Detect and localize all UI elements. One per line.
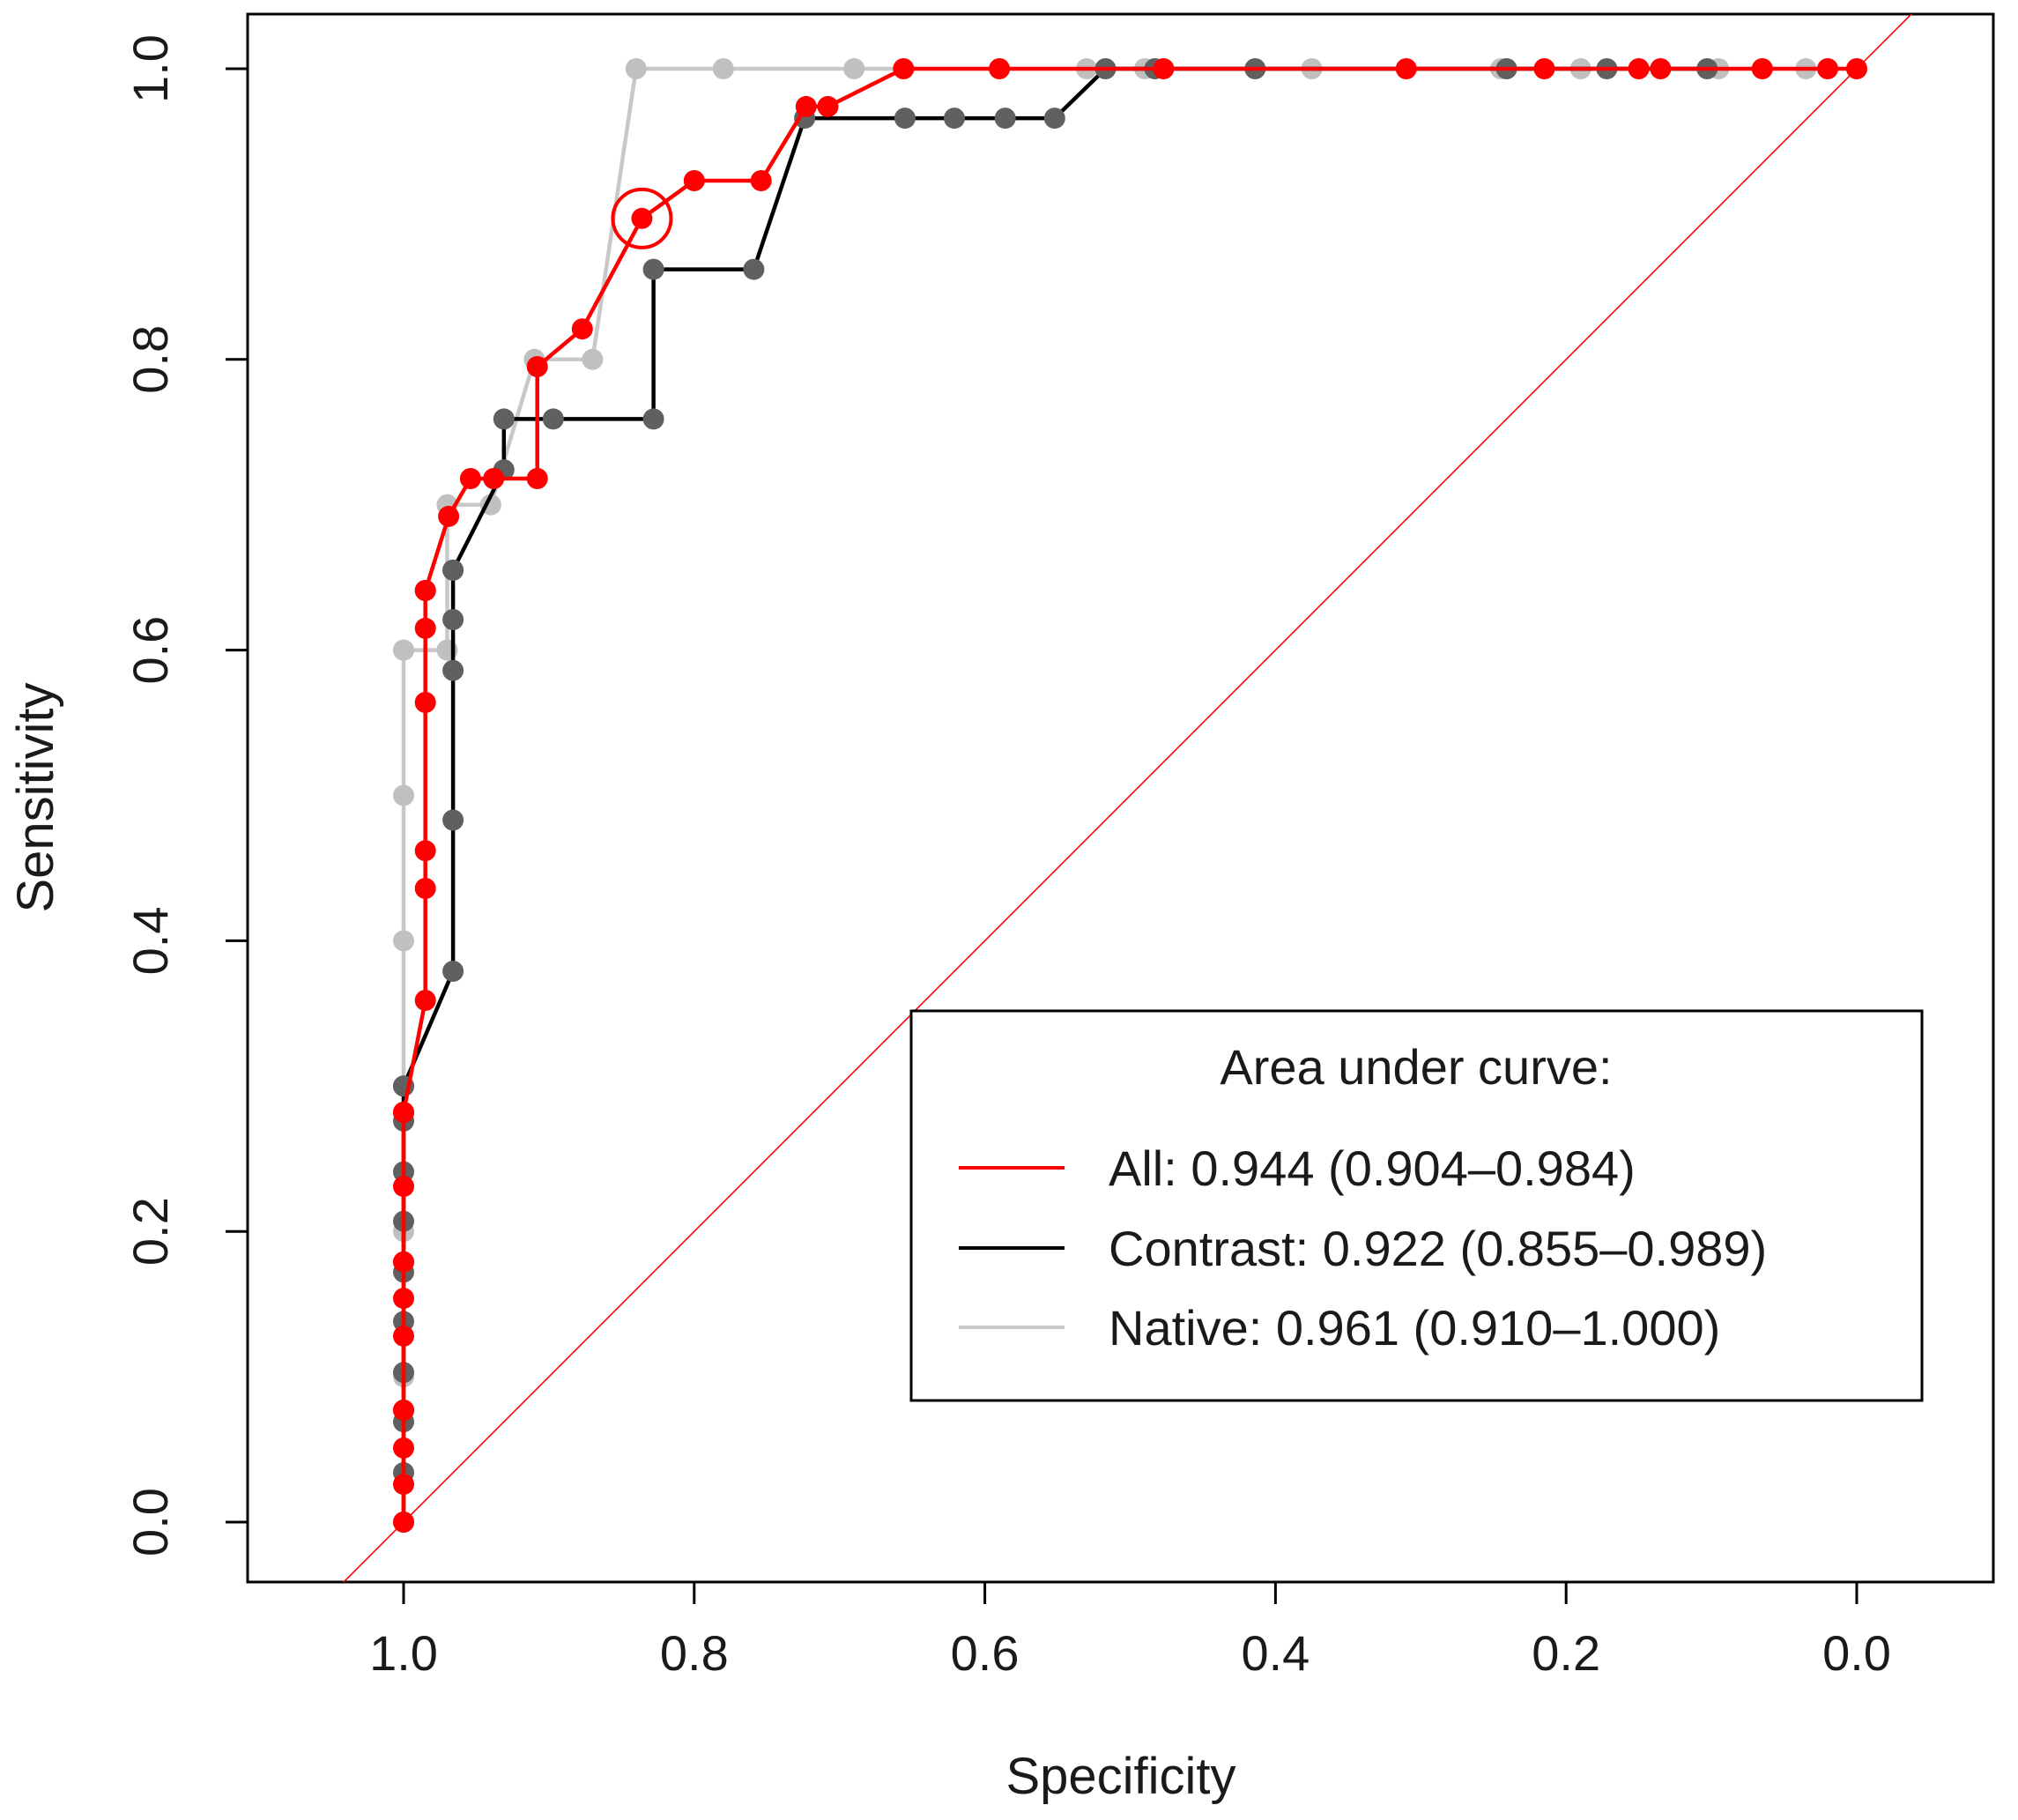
y-tick-label: 0.0 [122, 1488, 178, 1556]
data-point-all [631, 207, 653, 229]
data-point-all [1153, 58, 1175, 79]
data-point-all [1628, 58, 1650, 79]
y-tick-label: 0.4 [122, 906, 178, 975]
data-point-native [625, 58, 647, 79]
data-point-contrast [442, 961, 464, 982]
data-point-contrast [743, 258, 765, 280]
legend-contrast-label: Contrast: 0.922 (0.855–0.989) [1109, 1221, 1767, 1276]
data-point-all [795, 95, 817, 117]
data-point-native [582, 348, 604, 370]
data-point-contrast [642, 408, 664, 430]
data-point-contrast [442, 659, 464, 681]
data-point-all [393, 1176, 414, 1198]
data-point-contrast [442, 609, 464, 630]
data-point-all [459, 468, 481, 489]
y-axis-label: Sensitivity [7, 682, 64, 912]
data-point-all [393, 1474, 414, 1496]
reference-diagonal [342, 14, 1913, 1582]
data-point-all [393, 1288, 414, 1310]
x-tick-label: 0.6 [951, 1625, 1020, 1681]
y-tick-label: 0.6 [122, 616, 178, 685]
data-point-all [1650, 58, 1672, 79]
data-point-contrast [994, 108, 1016, 130]
data-point-contrast [642, 258, 664, 280]
data-point-all [989, 58, 1011, 79]
data-point-native [712, 58, 734, 79]
x-axis-label: Specificity [1005, 1748, 1235, 1805]
legend-title: Area under curve: [1220, 1039, 1612, 1095]
data-point-native [393, 639, 414, 661]
data-point-native [393, 930, 414, 952]
data-point-all [414, 580, 436, 601]
data-point-all [393, 1251, 414, 1273]
data-point-all [393, 1325, 414, 1347]
data-point-all [817, 95, 839, 117]
data-point-all [571, 318, 593, 340]
legend: Area under curve: All: 0.944 (0.904–0.98… [909, 1009, 1924, 1402]
best-threshold-marker [611, 187, 673, 249]
data-point-all [438, 505, 460, 527]
data-point-all [1846, 58, 1867, 79]
data-point-all [483, 468, 505, 489]
data-point-contrast [542, 408, 564, 430]
data-point-contrast [894, 108, 916, 130]
x-tick-label: 0.4 [1241, 1625, 1309, 1681]
data-point-native [393, 784, 414, 806]
data-point-all [526, 356, 548, 377]
data-point-contrast [442, 809, 464, 831]
data-point-all [414, 990, 436, 1011]
y-tick-label: 0.8 [122, 325, 178, 394]
data-point-all [414, 878, 436, 899]
data-point-all [393, 1437, 414, 1459]
data-point-all [393, 1102, 414, 1123]
data-point-all [893, 58, 915, 79]
data-point-all [1817, 58, 1838, 79]
data-point-native [843, 58, 865, 79]
data-point-all [393, 1512, 414, 1533]
y-tick-label: 0.2 [122, 1197, 178, 1266]
data-point-all [1395, 58, 1417, 79]
data-point-all [393, 1400, 414, 1421]
data-point-contrast [493, 408, 515, 430]
data-point-all [414, 617, 436, 639]
x-tick-label: 0.0 [1822, 1625, 1891, 1681]
x-tick-label: 0.2 [1532, 1625, 1600, 1681]
y-tick-label: 1.0 [122, 34, 178, 103]
data-point-all [750, 170, 772, 191]
legend-native-label: Native: 0.961 (0.910–1.000) [1109, 1300, 1720, 1356]
legend-box [909, 1009, 1924, 1402]
data-point-all [1533, 58, 1555, 79]
data-point-all [414, 840, 436, 862]
data-point-all [526, 468, 548, 489]
x-tick-label: 1.0 [369, 1625, 438, 1681]
data-point-all [683, 170, 705, 191]
legend-all-label: All: 0.944 (0.904–0.984) [1109, 1140, 1636, 1196]
data-point-contrast [944, 108, 965, 130]
data-point-contrast [442, 559, 464, 581]
x-tick-label: 0.8 [660, 1625, 729, 1681]
data-point-all [1751, 58, 1773, 79]
data-point-contrast [1043, 108, 1065, 130]
data-point-all [414, 692, 436, 713]
